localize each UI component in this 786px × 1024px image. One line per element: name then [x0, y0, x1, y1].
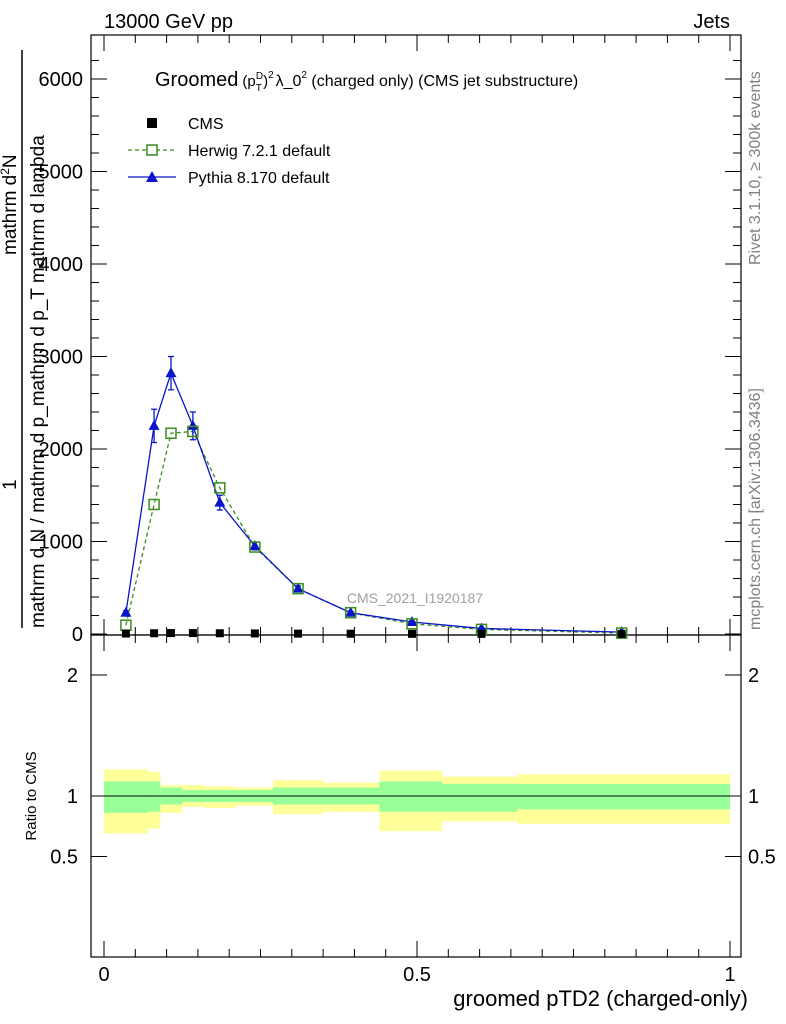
legend-herwig-label: Herwig 7.2.1 default — [188, 143, 331, 160]
legend: CMS Herwig 7.2.1 default Pythia 8.170 de… — [128, 116, 331, 187]
pythia-point — [249, 540, 261, 551]
plot-title: Groomed (pTD)2 λ_02 (charged only) (CMS je… — [155, 69, 578, 94]
herwig-point — [187, 425, 199, 438]
cms-point — [166, 629, 175, 638]
herwig-point — [214, 482, 226, 494]
ratio-ylabel: Ratio to CMS — [23, 751, 40, 840]
herwig-point — [344, 606, 357, 619]
cms-point — [121, 629, 130, 638]
ytick-label: 5000 — [39, 162, 84, 184]
ytick-label: 3000 — [39, 347, 84, 369]
ratio-ytick-label-right: 2 — [748, 665, 759, 687]
cms-point — [407, 629, 416, 638]
series-layer — [120, 355, 628, 639]
ratio-stat-band-bin — [517, 783, 730, 810]
analysis-watermark: CMS_2021_I1920187 — [347, 590, 483, 606]
cms-point — [188, 629, 197, 638]
cms-point — [215, 629, 224, 638]
cms-point — [617, 629, 626, 638]
herwig-point — [292, 582, 304, 595]
header-jets-label: Jets — [693, 11, 730, 33]
cms-point — [346, 629, 355, 638]
pythia-point — [214, 496, 226, 507]
ylabel-one: 1 — [0, 479, 21, 490]
herwig-point — [615, 627, 628, 639]
ytick-label: 1000 — [39, 532, 84, 554]
ratio-axis-ticks: 0.5 0.5 1 1 2 2 0 0.5 1 — [50, 635, 776, 986]
legend-pythia-marker — [146, 171, 158, 182]
ytick-label: 0 — [72, 624, 83, 646]
xtick-label: 1 — [724, 964, 735, 986]
xtick-label: 0 — [98, 964, 109, 986]
legend-cms-marker — [147, 118, 157, 128]
ratio-ytick-label-right: 1 — [748, 786, 759, 808]
ytick-label: 4000 — [39, 254, 84, 276]
ratio-stat-band-bin — [442, 783, 518, 812]
pythia-point — [187, 419, 199, 430]
ratio-ytick-label-right: 0.5 — [748, 847, 776, 869]
header-energy-label: 13000 GeV pp — [104, 11, 233, 33]
pythia-point — [120, 606, 132, 617]
ylabel-denominator: mathrm d N / mathrm d p_mathrm d p_T mat… — [28, 135, 49, 628]
herwig-point — [165, 427, 177, 440]
xtick-label: 0.5 — [403, 964, 431, 986]
ratio-bands — [104, 769, 730, 834]
pythia-point — [165, 367, 177, 378]
pythia-point — [148, 419, 160, 430]
xlabel: groomed pTD2 (charged-only) — [453, 986, 748, 1011]
ratio-ytick-label-left: 1 — [67, 786, 78, 808]
herwig-point — [406, 618, 418, 630]
cms-point — [477, 629, 486, 638]
cms-point — [150, 629, 159, 638]
ratio-stat-band-bin — [379, 781, 443, 812]
cms-point — [294, 629, 303, 638]
herwig-point — [249, 541, 261, 553]
legend-pythia-label: Pythia 8.170 default — [188, 170, 330, 187]
pythia-point — [406, 615, 418, 626]
rivet-version-label: Rivet 3.1.10, ≥ 300k events — [747, 71, 764, 265]
ylabel-numerator: mathrm d2N — [0, 154, 21, 255]
ratio-ytick-label-left: 0.5 — [50, 847, 78, 869]
legend-cms-label: CMS — [188, 116, 224, 133]
pythia-point — [292, 582, 304, 593]
mcplots-label: mcplots.cern.ch [arXiv:1306.3436] — [747, 388, 764, 630]
ratio-stat-band-bin — [147, 781, 161, 812]
ytick-label: 6000 — [39, 69, 84, 91]
ratio-ytick-label-left: 2 — [67, 665, 78, 687]
ytick-label: 2000 — [39, 439, 84, 461]
cms-point — [250, 629, 259, 638]
ratio-stat-band-bin — [104, 781, 148, 813]
legend-herwig-marker — [146, 144, 158, 156]
pythia-point — [345, 606, 357, 617]
herwig-point — [148, 498, 160, 511]
main-axis-ticks: 0 1000 2000 3000 4000 5000 6000 — [39, 35, 741, 646]
